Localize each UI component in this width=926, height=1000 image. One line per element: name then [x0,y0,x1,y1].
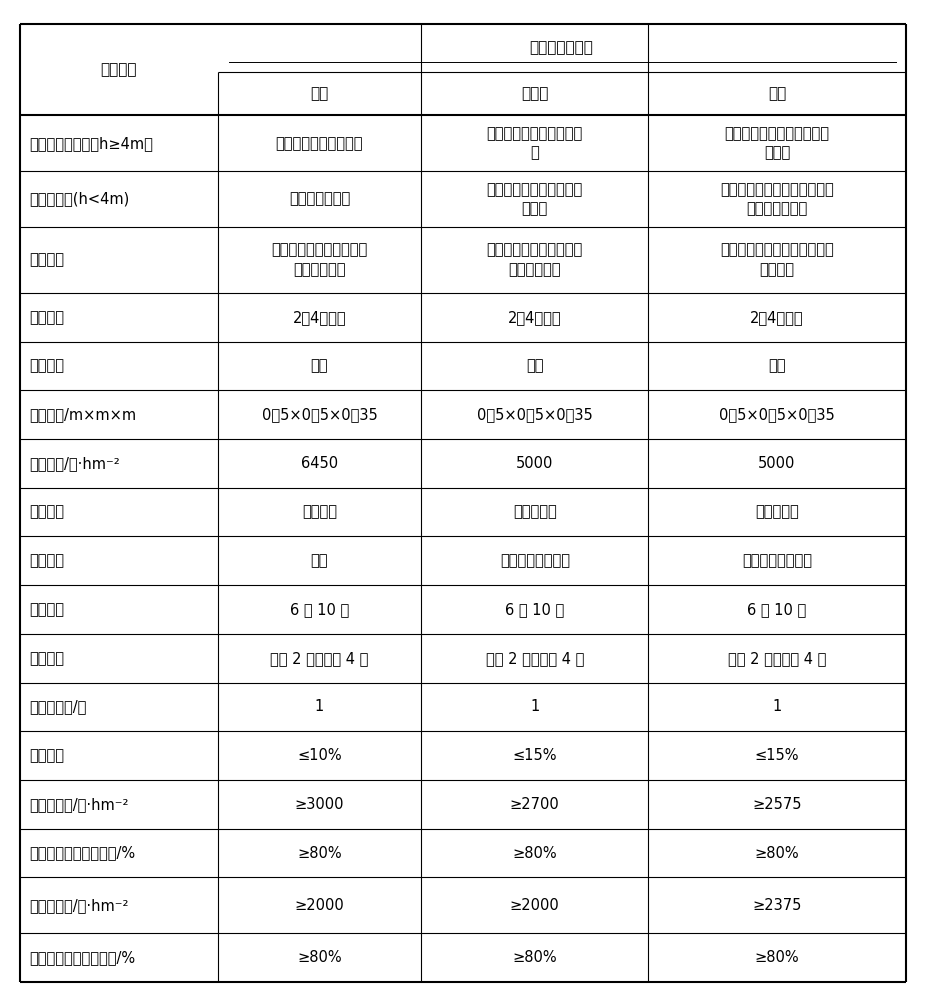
Text: 坡　面: 坡 面 [521,86,548,101]
Text: 6 和 10 月: 6 和 10 月 [747,602,807,617]
Text: ≥2700: ≥2700 [510,797,559,812]
Text: 除草、除萌、清灌: 除草、除萌、清灌 [500,553,569,568]
Text: 6 和 10 月: 6 和 10 月 [506,602,564,617]
Text: 立　地　类　型: 立 地 类 型 [530,40,594,55]
Text: 灌木层密度/株·hm⁻²: 灌木层密度/株·hm⁻² [30,898,129,913]
Text: 细叶青冈、青冈、木荷: 细叶青冈、青冈、木荷 [276,136,363,151]
Text: 1: 1 [315,699,324,714]
Text: 幼抚次数: 幼抚次数 [30,651,65,666]
Text: 技术环节: 技术环节 [101,62,137,77]
Text: 改造方法: 改造方法 [30,252,65,267]
Text: 垦穴: 垦穴 [526,358,544,373]
Text: ≤10%: ≤10% [297,748,342,763]
Text: 细叶青冈、木荷: 细叶青冈、木荷 [289,192,350,207]
Text: 除草: 除草 [311,553,328,568]
Text: 2－4月上旬: 2－4月上旬 [508,310,561,325]
Text: ≥3000: ≥3000 [294,797,344,812]
Text: 0．5×0．5×0．35: 0．5×0．5×0．35 [261,407,378,422]
Text: 初植密度/株·hm⁻²: 初植密度/株·hm⁻² [30,456,120,471]
Text: 择伐、林分抚育、割灌除草、
林地整治: 择伐、林分抚育、割灌除草、 林地整治 [720,243,833,277]
Text: ≥2000: ≥2000 [294,898,344,913]
Text: 坡谷: 坡谷 [768,86,786,101]
Text: 采伐强度: 采伐强度 [30,748,65,763]
Text: ≤15%: ≤15% [755,748,799,763]
Text: 株间或条状: 株间或条状 [755,505,799,520]
Text: 补植时间: 补植时间 [30,310,65,325]
Text: ≥2000: ≥2000 [510,898,559,913]
Text: 垦穴规格/m×m×m: 垦穴规格/m×m×m [30,407,137,422]
Text: 乔木层密度/株·hm⁻²: 乔木层密度/株·hm⁻² [30,797,129,812]
Text: 株间混交: 株间混交 [302,505,337,520]
Text: 6 和 10 月: 6 和 10 月 [290,602,349,617]
Text: 择伐、林分抚育、割灌除
草、林地整治: 择伐、林分抚育、割灌除 草、林地整治 [487,243,582,277]
Text: 乔木层功能树种（h≥4m）: 乔木层功能树种（h≥4m） [30,136,154,151]
Text: 灌木层树种(h<4m): 灌木层树种(h<4m) [30,192,130,207]
Text: 每年 2 次，连续 4 年: 每年 2 次，连续 4 年 [485,651,584,666]
Text: 整地方式: 整地方式 [30,358,65,373]
Text: 垦穴: 垦穴 [769,358,785,373]
Text: 6450: 6450 [301,456,338,471]
Text: 乔木层功能木密度占比/%: 乔木层功能木密度占比/% [30,846,136,861]
Text: 2－4月上旬: 2－4月上旬 [750,310,804,325]
Text: 细叶青冈、红楠、木荷、小
果冬青: 细叶青冈、红楠、木荷、小 果冬青 [724,126,830,161]
Text: 5000: 5000 [758,456,795,471]
Text: 0．5×0．5×0．35: 0．5×0．5×0．35 [720,407,835,422]
Text: 抚育方法: 抚育方法 [30,553,65,568]
Text: 2－4月上旬: 2－4月上旬 [293,310,346,325]
Text: 每年 2 次，连续 4 年: 每年 2 次，连续 4 年 [270,651,369,666]
Text: 1: 1 [531,699,539,714]
Text: 幼抚时间: 幼抚时间 [30,602,65,617]
Text: 灌木层功能木密度占比/%: 灌木层功能木密度占比/% [30,950,136,965]
Text: 每年 2 次，连续 4 年: 每年 2 次，连续 4 年 [728,651,826,666]
Text: 株间或条状: 株间或条状 [513,505,557,520]
Text: ≥80%: ≥80% [755,950,799,965]
Text: ≥80%: ≥80% [297,846,342,861]
Text: 山脊: 山脊 [310,86,329,101]
Text: 5000: 5000 [516,456,554,471]
Text: ≥80%: ≥80% [755,846,799,861]
Text: ≥80%: ≥80% [297,950,342,965]
Text: 小叶青冈、细叶青冈、红楠、
毛枝冬青、木荷: 小叶青冈、细叶青冈、红楠、 毛枝冬青、木荷 [720,182,833,216]
Text: 细叶青冈、小叶青冈、毛
枝冬青: 细叶青冈、小叶青冈、毛 枝冬青 [487,182,582,216]
Text: ≥80%: ≥80% [512,846,557,861]
Text: ≤15%: ≤15% [512,748,557,763]
Text: 透光伐次数/次: 透光伐次数/次 [30,699,87,714]
Text: ≥2575: ≥2575 [752,797,802,812]
Text: ≥80%: ≥80% [512,950,557,965]
Text: 除草、除萌、清灌: 除草、除萌、清灌 [742,553,812,568]
Text: 混交方式: 混交方式 [30,505,65,520]
Text: 细叶青冈、木荷、小果冬
青: 细叶青冈、木荷、小果冬 青 [487,126,582,161]
Text: ≥2375: ≥2375 [752,898,802,913]
Text: 1: 1 [772,699,782,714]
Text: 0．5×0．5×0．35: 0．5×0．5×0．35 [477,407,593,422]
Text: 择伐、林分抚育、割灌除
草、林地整治: 择伐、林分抚育、割灌除 草、林地整治 [271,243,368,277]
Text: 垦穴: 垦穴 [311,358,328,373]
